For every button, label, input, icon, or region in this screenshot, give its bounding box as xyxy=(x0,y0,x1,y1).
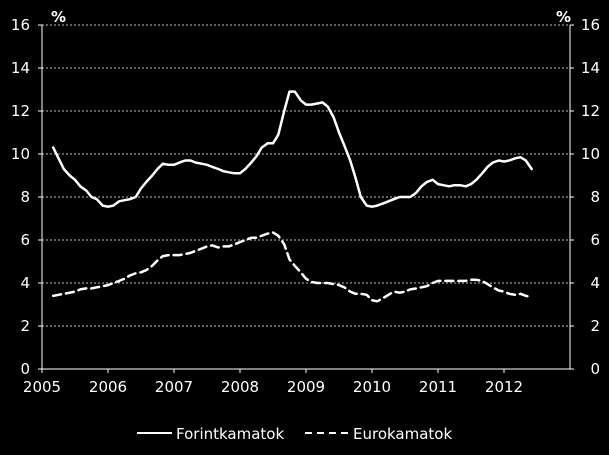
y-tick-right-0: 0 xyxy=(590,360,600,378)
y-tick-left-16: 16 xyxy=(11,16,30,34)
x-tick-2007: 2007 xyxy=(155,378,193,396)
x-tick-2009: 2009 xyxy=(287,378,325,396)
y-tick-left-2: 2 xyxy=(20,317,30,335)
y-tick-left-12: 12 xyxy=(11,102,30,120)
legend-label-eurokamatok: Eurokamatok xyxy=(353,425,452,443)
x-tick-2006: 2006 xyxy=(89,378,127,396)
x-tick-2010: 2010 xyxy=(353,378,391,396)
y-tick-right-10: 10 xyxy=(581,145,600,163)
gridlines xyxy=(42,24,570,327)
y-tick-left-8: 8 xyxy=(20,188,30,206)
legend-label-forintkamatok: Forintkamatok xyxy=(176,425,284,443)
y-axis-unit-left: % xyxy=(51,8,66,26)
y-tick-left-10: 10 xyxy=(11,145,30,163)
y-tick-left-4: 4 xyxy=(20,274,30,292)
y-tick-left-6: 6 xyxy=(20,231,30,249)
y-tick-right-8: 8 xyxy=(590,188,600,206)
y-tick-right-4: 4 xyxy=(590,274,600,292)
y-tick-left-14: 14 xyxy=(11,59,30,77)
series-line-forintkamatok xyxy=(51,90,533,208)
series-line-eurokamatok xyxy=(51,231,533,303)
x-tick-2011: 2011 xyxy=(419,378,457,396)
axes xyxy=(38,24,574,373)
series-lines xyxy=(51,90,533,303)
y-tick-right-12: 12 xyxy=(581,102,600,120)
y-tick-right-6: 6 xyxy=(590,231,600,249)
x-tick-2012: 2012 xyxy=(485,378,523,396)
y-axis-unit-right: % xyxy=(556,8,571,26)
y-tick-left-0: 0 xyxy=(20,360,30,378)
legend: Forintkamatok Eurokamatok xyxy=(137,425,452,443)
tick-labels: 0 0 2 2 4 4 6 6 8 8 10 10 12 12 14 14 16 16 2005 2006 2007 20… xyxy=(11,16,600,396)
x-tick-2005: 2005 xyxy=(23,378,61,396)
y-tick-right-14: 14 xyxy=(581,59,600,77)
y-tick-right-2: 2 xyxy=(590,317,600,335)
x-tick-2008: 2008 xyxy=(221,378,259,396)
y-tick-right-16: 16 xyxy=(581,16,600,34)
